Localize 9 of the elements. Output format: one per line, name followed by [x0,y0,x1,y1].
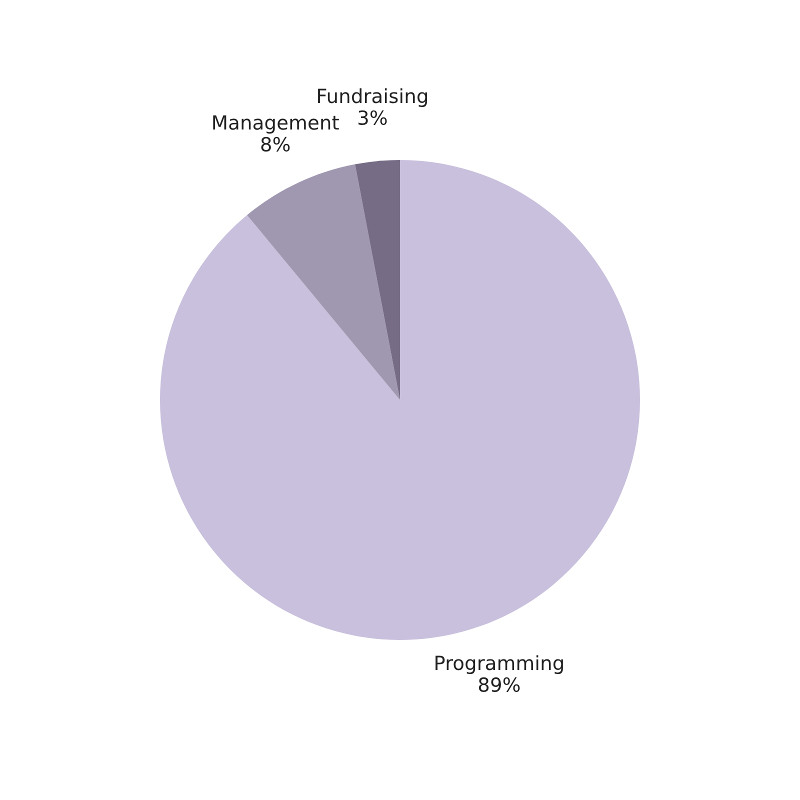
slice-label: Programming [436,655,563,674]
slice-label: Management [213,115,339,134]
slice-label: Fundraising [318,88,427,108]
pie-slice [160,160,640,640]
pie-slice [247,164,400,400]
pie-slice [355,160,400,400]
data-label: 3% [358,110,387,126]
data-label: 8% [261,136,290,152]
data-label: 89% [478,677,520,692]
